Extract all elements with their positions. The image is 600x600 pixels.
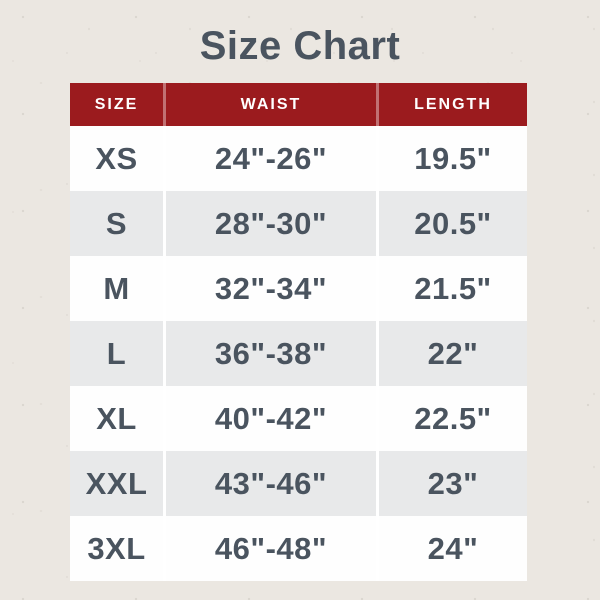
- length-cell: 20.5": [376, 191, 527, 256]
- page-title: Size Chart: [199, 24, 401, 68]
- table-row-3xl: 3XL 46"-48" 24": [70, 516, 527, 581]
- size-chart-table: SIZE WAIST LENGTH XS 24"-26" 19.5" S 28"…: [70, 83, 527, 581]
- header-cell-length: LENGTH: [376, 83, 527, 126]
- size-cell: M: [103, 270, 130, 306]
- table-header-row: SIZE WAIST LENGTH: [70, 83, 527, 126]
- size-cell: XXL: [85, 465, 148, 501]
- waist-cell: 40"-42": [163, 386, 376, 451]
- length-cell: 22.5": [376, 386, 527, 451]
- size-cell: L: [106, 335, 127, 371]
- header-cell-size: SIZE: [94, 95, 139, 113]
- waist-cell: 46"-48": [163, 516, 376, 581]
- size-cell: XL: [96, 400, 137, 436]
- length-cell: 19.5": [376, 126, 527, 191]
- waist-cell: 24"-26": [163, 126, 376, 191]
- waist-cell: 28"-30": [163, 191, 376, 256]
- table-row-s: S 28"-30" 20.5": [70, 191, 527, 256]
- waist-cell: 43"-46": [163, 451, 376, 516]
- size-cell: S: [105, 205, 128, 241]
- length-cell: 22": [376, 321, 527, 386]
- table-row-l: L 36"-38" 22": [70, 321, 527, 386]
- table-row-xl: XL 40"-42" 22.5": [70, 386, 527, 451]
- length-cell: 21.5": [376, 256, 527, 321]
- waist-cell: 36"-38": [163, 321, 376, 386]
- header-cell-waist: WAIST: [163, 83, 376, 126]
- table-row-xxl: XXL 43"-46" 23": [70, 451, 527, 516]
- table-row-m: M 32"-34" 21.5": [70, 256, 527, 321]
- size-cell: XS: [95, 140, 138, 176]
- table-row-xs: XS 24"-26" 19.5": [70, 126, 527, 191]
- size-cell: 3XL: [87, 530, 146, 566]
- length-cell: 24": [376, 516, 527, 581]
- waist-cell: 32"-34": [163, 256, 376, 321]
- length-cell: 23": [376, 451, 527, 516]
